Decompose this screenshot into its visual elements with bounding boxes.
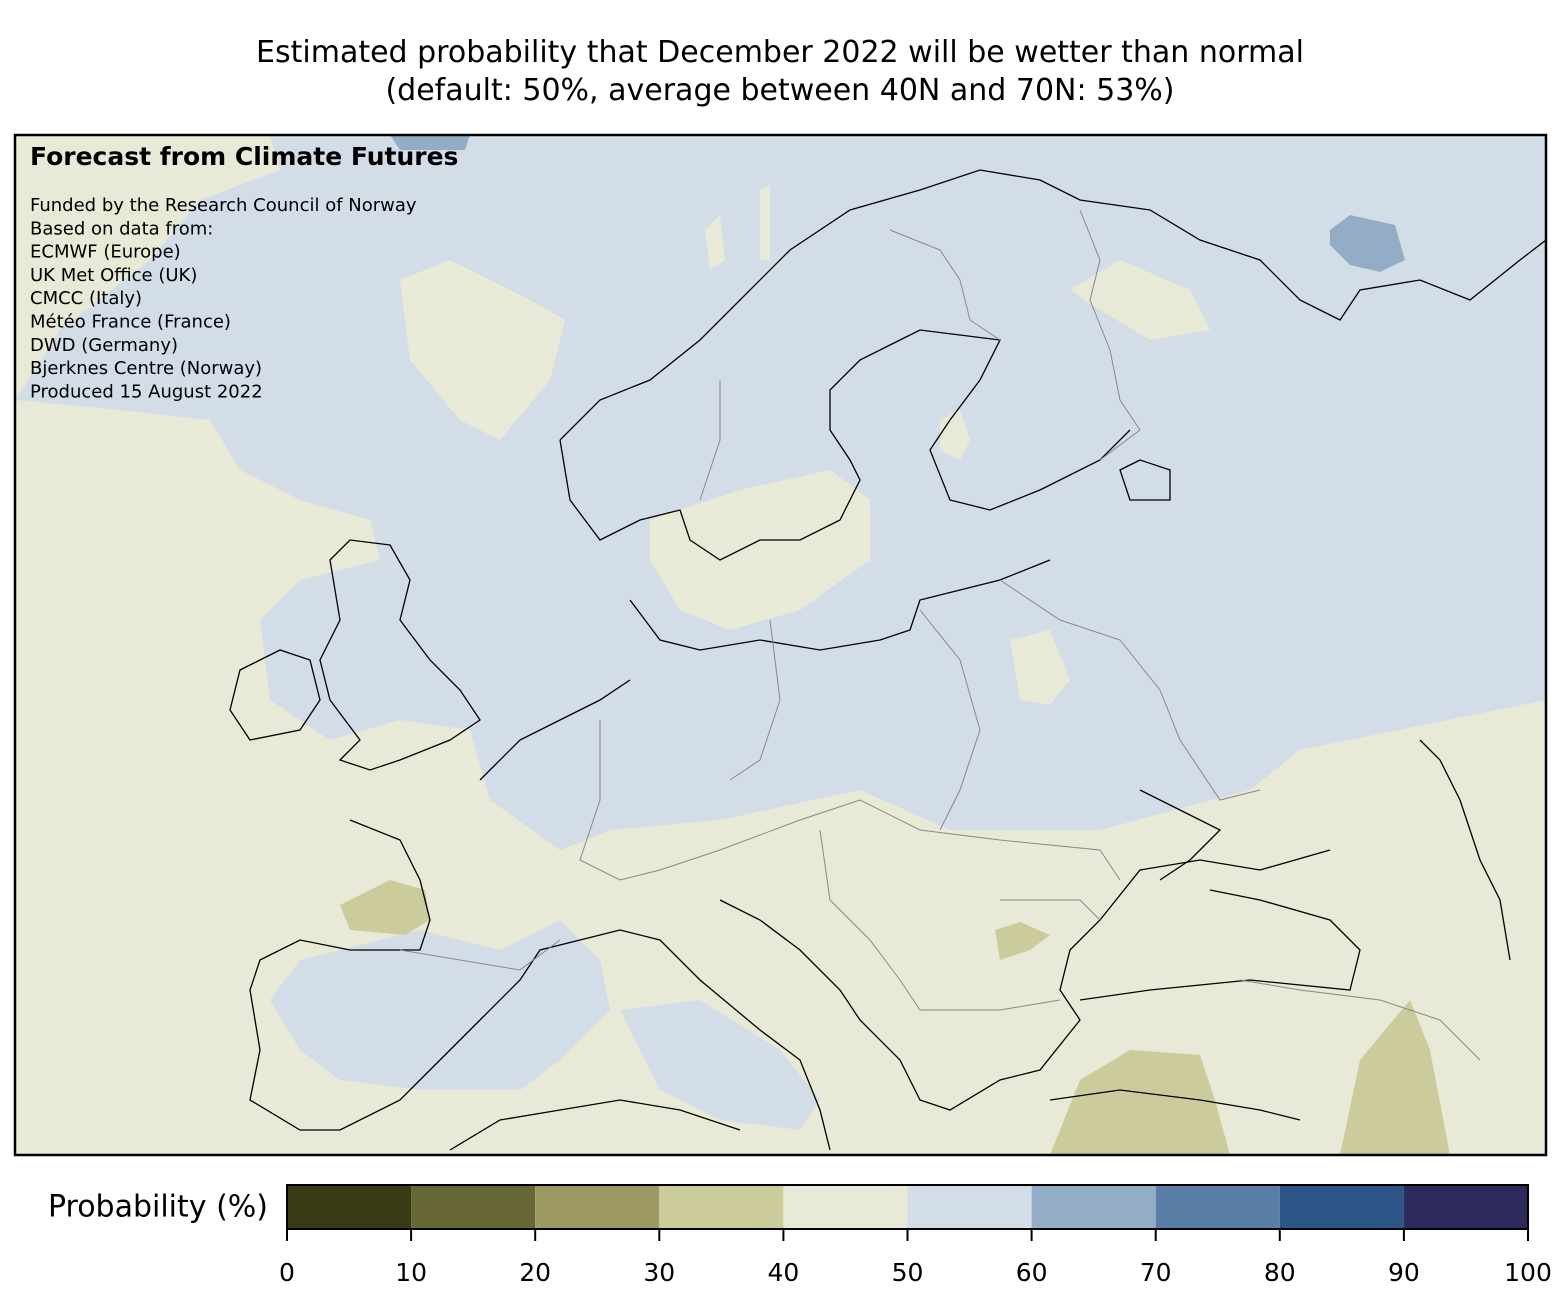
- tick-label: 20: [519, 1258, 551, 1287]
- coastline: [229, 649, 321, 741]
- region: [1070, 260, 1210, 340]
- region: [1340, 1000, 1450, 1155]
- colorbar-segment: [535, 1185, 660, 1229]
- tick-label: 60: [1016, 1258, 1048, 1287]
- colorbar-segment: [411, 1185, 536, 1229]
- panel-line: Bjerknes Centre (Norway): [30, 358, 262, 379]
- region: [340, 880, 430, 935]
- coastline: [1119, 459, 1511, 961]
- border: [399, 209, 1481, 1061]
- tick-label: 0: [279, 1258, 295, 1287]
- colorbar-segment: [907, 1185, 1032, 1229]
- tick-label: 90: [1388, 1258, 1420, 1287]
- tick-label: 30: [643, 1258, 675, 1287]
- coastline: [559, 169, 1546, 441]
- tick-label: 100: [1504, 1258, 1552, 1287]
- tick-label: 40: [767, 1258, 799, 1287]
- region: [620, 1000, 820, 1130]
- panel-line: DWD (Germany): [30, 335, 178, 356]
- coastline: [449, 1089, 1301, 1151]
- panel-line: Météo France (France): [30, 312, 231, 333]
- panel-line: Based on data from:: [30, 218, 213, 239]
- coastline: [719, 849, 1361, 1111]
- map: [15, 135, 1546, 1155]
- region: [995, 922, 1050, 960]
- region: [15, 135, 280, 400]
- panel-line: ECMWF (Europe): [30, 242, 181, 263]
- region: [270, 920, 610, 1090]
- subtitle: (default: 50%, average between 40N and 7…: [385, 73, 1174, 108]
- title: Estimated probability that December 2022…: [256, 35, 1304, 70]
- region: [650, 470, 870, 630]
- panel-line: Produced 15 August 2022: [30, 381, 263, 402]
- map-frame: [13, 133, 1548, 1157]
- region: [760, 185, 770, 260]
- tick-label: 50: [892, 1258, 924, 1287]
- colorbar-segment: [287, 1185, 412, 1229]
- colorbar-segment: [1155, 1185, 1280, 1229]
- region: [1330, 215, 1405, 272]
- colorbar-segment: [1403, 1185, 1528, 1229]
- coastline: [559, 329, 1131, 561]
- coastline: [249, 679, 831, 1151]
- coastline: [319, 539, 481, 771]
- region: [400, 260, 565, 440]
- tick-label: 80: [1264, 1258, 1296, 1287]
- colorbar: 0 10 20 30 40 50 60 70 80 90 100: [279, 1184, 1552, 1287]
- colorbar-segment: [1031, 1185, 1156, 1229]
- coastline: [629, 559, 1051, 651]
- panel-line: UK Met Office (UK): [30, 265, 197, 286]
- panel-lines: Funded by the Research Council of Norway…: [30, 195, 417, 402]
- region: [940, 410, 970, 460]
- tick-label: 70: [1140, 1258, 1172, 1287]
- panel-line: Funded by the Research Council of Norway: [30, 195, 417, 216]
- tick-label: 10: [395, 1258, 427, 1287]
- region: [1050, 1050, 1230, 1155]
- panel-heading: Forecast from Climate Futures: [30, 142, 458, 171]
- colorbar-label: Probability (%): [48, 1190, 268, 1225]
- colorbar-segment: [783, 1185, 908, 1229]
- colorbar-segment: [659, 1185, 784, 1229]
- panel-line: CMCC (Italy): [30, 288, 142, 309]
- region: [705, 215, 725, 270]
- region: [390, 135, 470, 150]
- colorbar-segment: [1279, 1185, 1404, 1229]
- region: [1010, 630, 1070, 705]
